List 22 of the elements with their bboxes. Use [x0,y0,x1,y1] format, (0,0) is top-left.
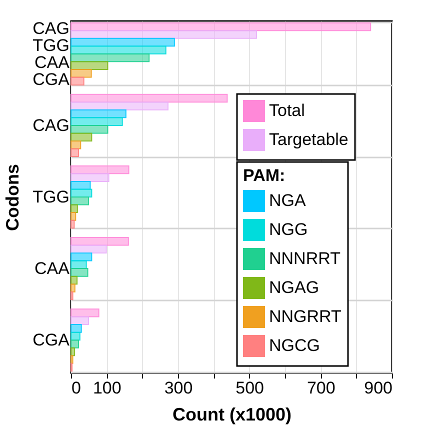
x-tick-label: 0 [72,378,81,398]
y-tick-label: CAG TGG CAA CGA [32,18,70,89]
legend-label: NGCG [269,336,320,355]
legend-label: NNNRRT [269,249,340,268]
legend-label: NGAG [269,278,320,297]
y-tick-label: CAA [34,259,70,278]
legend-label: NNGRRT [269,307,342,326]
x-tick-label: 900 [364,378,392,398]
x-tick-label: 500 [236,378,264,398]
legend-label: NGG [269,220,308,239]
x-axis-title: Count (x1000) [172,404,292,424]
legend-label: NGA [269,191,306,210]
legend-title: PAM: [243,166,286,185]
y-axis-title: Codons [2,164,23,231]
x-tick-label: 700 [306,378,336,398]
x-tick-label: 300 [164,378,193,398]
y-tick-label: CAG [32,116,70,135]
y-tick-label: CGA [32,330,70,350]
y-tick-label: TGG [32,188,70,206]
x-tick-label: 100 [92,378,122,398]
legend-label: Targetable [269,130,348,149]
legend-label: Total [269,101,305,120]
